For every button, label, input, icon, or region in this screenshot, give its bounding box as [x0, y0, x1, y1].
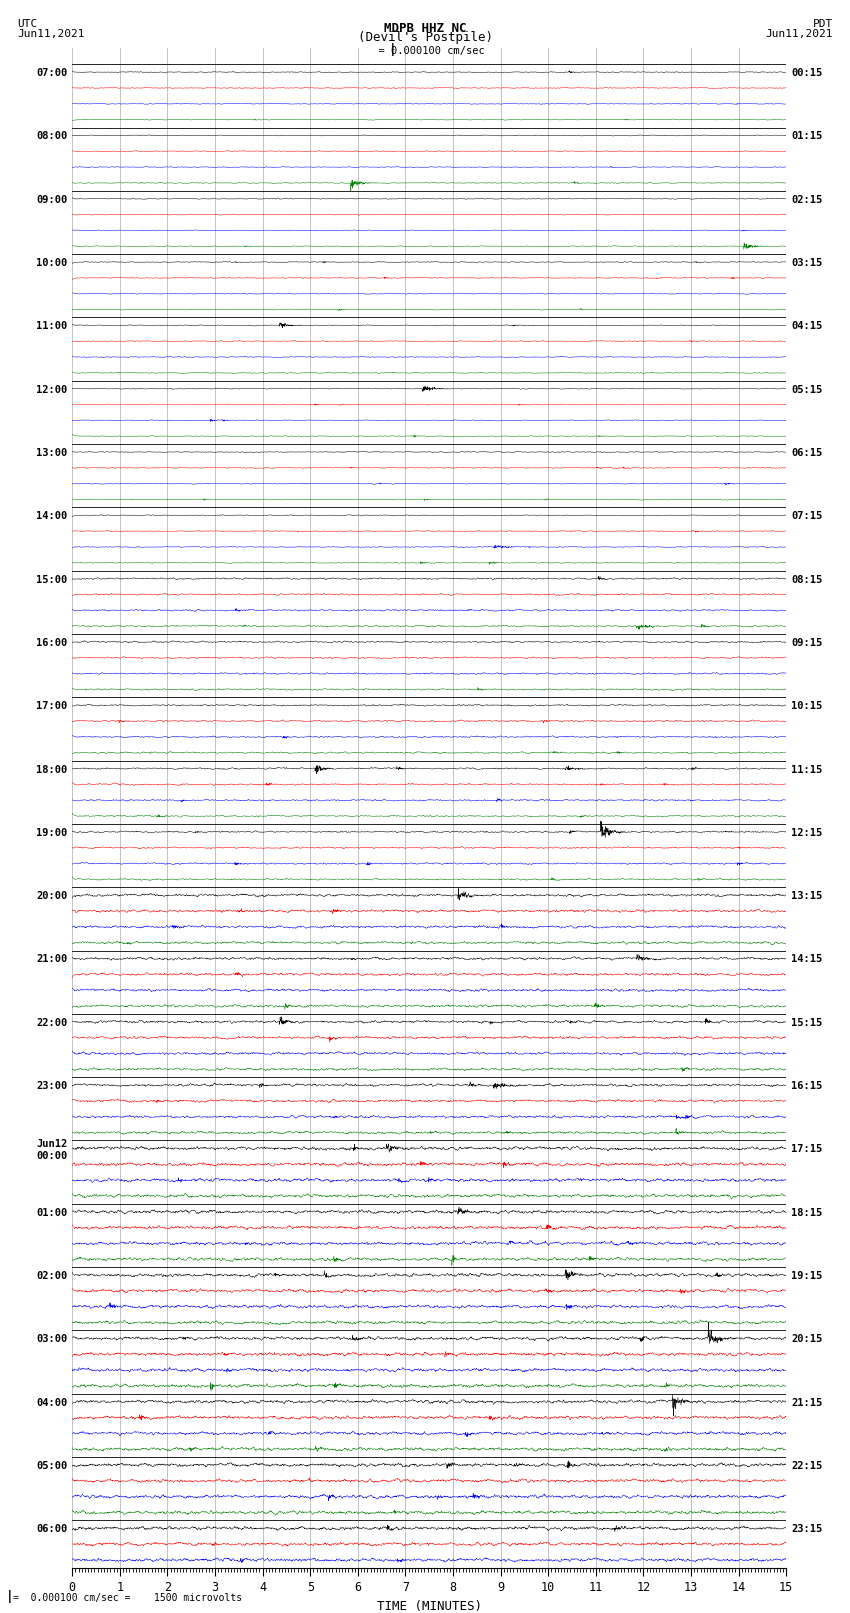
Text: (Devil's Postpile): (Devil's Postpile) — [358, 31, 492, 44]
Text: MDPB HHZ NC: MDPB HHZ NC — [383, 21, 467, 35]
Text: = 0.000100 cm/sec: = 0.000100 cm/sec — [366, 47, 484, 56]
Text: UTC: UTC — [17, 19, 37, 29]
Text: =  0.000100 cm/sec =    1500 microvolts: = 0.000100 cm/sec = 1500 microvolts — [13, 1594, 242, 1603]
X-axis label: TIME (MINUTES): TIME (MINUTES) — [377, 1600, 482, 1613]
Text: PDT: PDT — [813, 19, 833, 29]
Text: Jun11,2021: Jun11,2021 — [17, 29, 84, 39]
Text: |: | — [389, 42, 396, 56]
Text: |: | — [6, 1590, 14, 1603]
Text: Jun11,2021: Jun11,2021 — [766, 29, 833, 39]
